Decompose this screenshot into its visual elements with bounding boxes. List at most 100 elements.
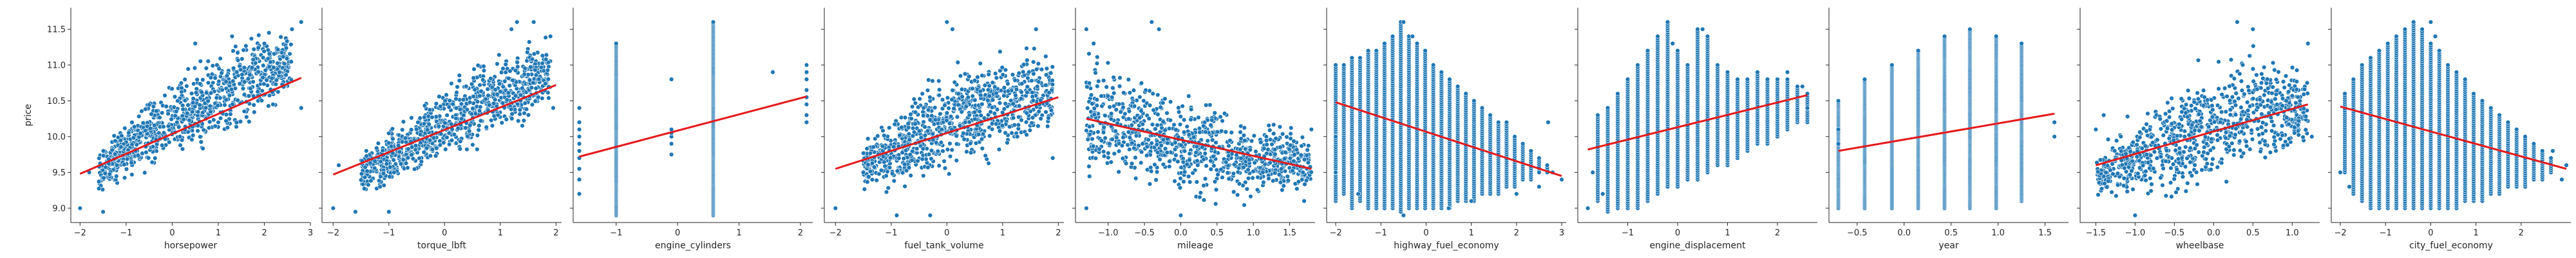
data-point <box>205 80 211 86</box>
data-point <box>1302 182 1307 187</box>
data-point <box>1261 179 1266 185</box>
data-point <box>1273 135 1278 141</box>
data-point <box>192 104 198 109</box>
data-point <box>1271 122 1276 128</box>
data-point <box>1019 81 1025 86</box>
data-point <box>874 177 879 183</box>
data-point <box>1101 149 1106 154</box>
data-point <box>509 26 514 32</box>
data-point <box>1280 187 1285 193</box>
data-point <box>545 68 551 73</box>
data-point <box>495 112 500 118</box>
data-point <box>967 119 972 124</box>
data-point <box>531 51 537 57</box>
data-point <box>515 101 520 107</box>
data-point <box>242 92 247 97</box>
data-point <box>113 138 118 144</box>
data-point <box>1182 169 1188 175</box>
data-point <box>252 61 258 66</box>
data-point <box>972 116 978 122</box>
data-point <box>358 177 364 183</box>
data-point <box>259 98 265 103</box>
data-point <box>1167 164 1172 169</box>
data-point <box>451 132 457 137</box>
data-point <box>668 152 674 157</box>
data-point <box>284 39 290 44</box>
scatter-points <box>1333 19 1564 218</box>
data-point <box>176 124 182 130</box>
data-point <box>372 159 377 164</box>
data-point <box>444 92 449 97</box>
data-point <box>985 87 991 93</box>
data-point <box>916 128 922 134</box>
data-point <box>1236 181 1242 186</box>
data-point <box>1010 115 1016 121</box>
data-point <box>1180 159 1186 164</box>
data-point <box>944 110 950 115</box>
data-point <box>475 146 480 152</box>
x-axis-label: mileage <box>1177 241 1213 251</box>
data-point <box>1172 179 1177 184</box>
data-point <box>1036 61 1041 66</box>
data-point <box>955 60 961 65</box>
data-point <box>449 137 455 143</box>
data-point <box>533 86 538 91</box>
data-point <box>1273 170 1278 175</box>
data-point <box>909 157 914 163</box>
data-point <box>833 206 838 211</box>
data-point <box>986 72 991 77</box>
data-point <box>529 85 535 90</box>
data-point <box>178 143 183 148</box>
data-point <box>1025 84 1030 90</box>
data-point <box>1016 122 1021 128</box>
data-point <box>173 113 178 119</box>
data-point <box>467 128 472 134</box>
data-point <box>1248 194 1253 199</box>
data-point <box>1266 123 1271 128</box>
data-point <box>137 114 142 119</box>
data-point <box>917 96 922 102</box>
data-point <box>197 103 202 108</box>
data-point <box>576 127 582 132</box>
data-point <box>710 19 716 25</box>
data-point <box>402 135 408 141</box>
data-point <box>980 132 986 137</box>
data-point <box>1177 122 1183 127</box>
data-point <box>1285 174 1291 179</box>
data-point <box>968 150 974 155</box>
data-point <box>576 177 582 183</box>
data-point <box>946 106 951 111</box>
y-tick-label: 9.5 <box>52 168 66 178</box>
data-point <box>1266 176 1271 181</box>
data-point <box>804 63 810 68</box>
data-point <box>1137 115 1142 121</box>
data-point <box>1005 140 1010 146</box>
data-point <box>1181 117 1187 123</box>
data-point <box>200 110 205 115</box>
data-point <box>403 161 409 166</box>
data-point <box>200 146 205 151</box>
data-point <box>234 120 239 125</box>
data-point <box>979 137 985 142</box>
data-point <box>477 83 482 88</box>
data-point <box>869 177 875 183</box>
data-point <box>993 121 999 126</box>
data-point <box>524 106 529 112</box>
x-axis-label: highway_fuel_economy <box>1394 241 1499 251</box>
data-point <box>1139 108 1144 114</box>
data-point <box>164 104 169 109</box>
data-point <box>1229 130 1234 135</box>
data-point <box>235 57 241 63</box>
data-point <box>438 104 443 109</box>
data-point <box>1030 98 1036 103</box>
data-point <box>446 104 451 110</box>
data-point <box>266 30 272 35</box>
data-point <box>1173 127 1179 132</box>
data-point <box>1085 106 1090 111</box>
data-point <box>247 72 252 77</box>
data-point <box>1019 117 1024 123</box>
data-point <box>1157 157 1162 162</box>
data-point <box>954 114 960 119</box>
